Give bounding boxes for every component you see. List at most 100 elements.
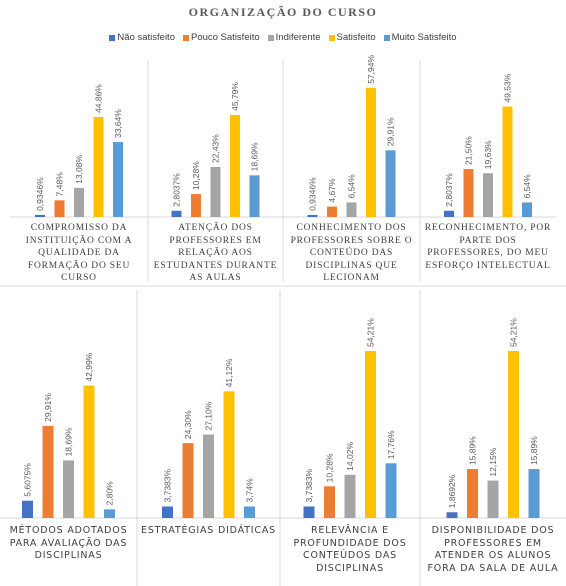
- bar: [203, 434, 214, 518]
- legend-label: Muito Satisfeito: [391, 32, 457, 43]
- category-label: RELEVÂNCIA E PROFUNDIDADE DOS CONTEÚDOS …: [293, 525, 407, 574]
- value-label: 3,7383%: [304, 468, 314, 502]
- bar: [327, 206, 337, 217]
- bar: [42, 425, 54, 518]
- bar: [35, 214, 45, 217]
- value-label: 29,91%: [43, 393, 53, 422]
- bar: [54, 200, 65, 217]
- value-label: 0,9346%: [308, 177, 318, 211]
- value-label: 54,21%: [366, 318, 376, 347]
- value-label: 42,99%: [84, 352, 94, 381]
- value-label: 15,89%: [529, 436, 539, 465]
- bar: [467, 469, 478, 518]
- bar: [93, 116, 104, 217]
- legend-swatch: [182, 34, 189, 41]
- value-label: 49,53%: [503, 73, 513, 102]
- bar: [385, 463, 397, 518]
- legend-item: Satisfeito: [328, 32, 376, 43]
- legend: Não satisfeito Pouco Satisfeito Indiferent…: [0, 32, 566, 43]
- value-label: 1,8692%: [447, 474, 457, 508]
- value-label: 6,54%: [522, 174, 532, 199]
- value-label: 27,10%: [204, 401, 214, 430]
- value-label: 45,79%: [230, 82, 240, 111]
- value-label: 24,30%: [183, 410, 193, 439]
- legend-swatch: [328, 34, 335, 41]
- bar: [83, 385, 95, 518]
- category-label: ESTRATÉGIAS DIDÁTICAS: [141, 525, 276, 536]
- legend-swatch: [267, 34, 274, 41]
- value-label: 3,7383%: [163, 468, 173, 502]
- bar: [22, 500, 33, 518]
- value-label: 2,8037%: [172, 173, 182, 207]
- category-label: CONHECIMENTO DOS PROFESSORES SOBRE O CON…: [290, 223, 413, 283]
- bar: [463, 169, 474, 217]
- bar: [385, 150, 396, 217]
- bar: [171, 210, 182, 217]
- bar: [244, 506, 255, 518]
- category-label: COMPROMISSO DA INSTITUIÇÃO COM A QUALIDA…: [25, 223, 133, 283]
- value-label: 14,02%: [345, 442, 355, 471]
- bar: [444, 210, 454, 217]
- value-label: 13,08%: [74, 155, 84, 184]
- value-label: 6,54%: [347, 174, 357, 199]
- bar: [113, 141, 123, 217]
- legend-item: Muito Satisfeito: [383, 32, 457, 43]
- value-label: 10,28%: [325, 453, 335, 482]
- bar: [522, 202, 532, 217]
- value-label: 2,80%: [105, 481, 115, 506]
- value-label: 4,67%: [327, 178, 337, 203]
- value-label: 7,48%: [55, 172, 65, 197]
- value-label: 33,64%: [113, 109, 123, 138]
- bar: [446, 512, 458, 518]
- bar: [104, 509, 115, 518]
- category-label: DISPONIBILIDADE DOS PROFESSORES EM ATEND…: [427, 525, 559, 574]
- category-label: ATENÇÃO DOS PROFESSORES EM RELAÇÃO AOS E…: [153, 223, 278, 283]
- bar: [365, 351, 376, 518]
- legend-swatch: [109, 34, 116, 41]
- bar: [303, 506, 315, 518]
- bar: [191, 194, 201, 217]
- value-label: 19,63%: [483, 140, 493, 169]
- value-label: 18,69%: [250, 142, 260, 171]
- bar: [502, 106, 513, 217]
- bar: [528, 469, 540, 518]
- legend-label: Satisfeito: [336, 32, 376, 43]
- value-label: 0,9346%: [35, 177, 45, 211]
- value-label: 5,6075%: [23, 463, 33, 497]
- legend-label: Indiferente: [275, 32, 321, 43]
- legend-item: Pouco Satisfeito: [182, 32, 260, 43]
- bar: [366, 87, 376, 218]
- bar: [63, 460, 74, 518]
- value-label: 21,50%: [464, 136, 474, 165]
- bar: [487, 480, 499, 518]
- bar: [182, 443, 194, 518]
- bar: [249, 175, 260, 217]
- bar: [483, 173, 493, 217]
- legend-item: Indiferente: [267, 32, 321, 43]
- legend-label: Não satisfeito: [117, 32, 175, 43]
- bar: [74, 187, 84, 217]
- bar: [210, 166, 221, 217]
- value-label: 22,43%: [211, 134, 221, 163]
- legend-label: Pouco Satisfeito: [190, 32, 260, 43]
- bar: [230, 114, 240, 217]
- value-label: 41,12%: [224, 358, 234, 387]
- bar: [346, 202, 357, 217]
- bar: [508, 351, 519, 518]
- value-label: 44,86%: [94, 84, 104, 113]
- legend-swatch: [383, 34, 390, 41]
- bar: [162, 506, 173, 518]
- category-label: RECONHECIMENTO, POR PARTE DOS PROFESSORE…: [424, 223, 552, 271]
- bar: [307, 214, 318, 217]
- value-label: 18,69%: [64, 427, 74, 456]
- value-label: 29,91%: [386, 117, 396, 146]
- chart-title: ORGANIZAÇÃO DO CURSO: [188, 5, 378, 19]
- value-label: 12,15%: [488, 447, 498, 476]
- bar: [324, 486, 335, 518]
- value-label: 17,76%: [386, 430, 396, 459]
- value-label: 2,8037%: [444, 173, 454, 207]
- bar: [344, 474, 356, 518]
- value-label: 57,94%: [366, 55, 376, 84]
